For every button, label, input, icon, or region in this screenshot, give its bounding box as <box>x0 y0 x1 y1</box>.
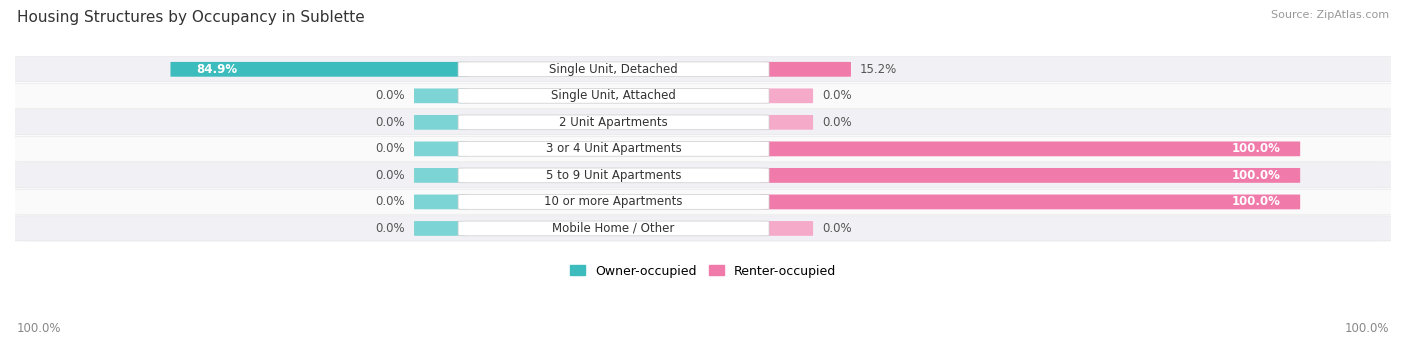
FancyBboxPatch shape <box>759 195 1301 209</box>
FancyBboxPatch shape <box>759 62 851 77</box>
FancyBboxPatch shape <box>8 163 1398 188</box>
FancyBboxPatch shape <box>170 62 468 77</box>
FancyBboxPatch shape <box>759 168 1301 183</box>
FancyBboxPatch shape <box>413 168 467 183</box>
FancyBboxPatch shape <box>8 216 1398 241</box>
Text: 100.0%: 100.0% <box>1232 195 1281 208</box>
FancyBboxPatch shape <box>458 221 769 236</box>
FancyBboxPatch shape <box>458 115 769 130</box>
Text: Housing Structures by Occupancy in Sublette: Housing Structures by Occupancy in Suble… <box>17 10 364 25</box>
Text: 3 or 4 Unit Apartments: 3 or 4 Unit Apartments <box>546 142 682 155</box>
Text: 100.0%: 100.0% <box>1232 169 1281 182</box>
Text: Mobile Home / Other: Mobile Home / Other <box>553 222 675 235</box>
Legend: Owner-occupied, Renter-occupied: Owner-occupied, Renter-occupied <box>565 260 841 282</box>
Text: 2 Unit Apartments: 2 Unit Apartments <box>560 116 668 129</box>
FancyBboxPatch shape <box>8 110 1398 135</box>
Text: 0.0%: 0.0% <box>823 116 852 129</box>
Text: 0.0%: 0.0% <box>823 89 852 102</box>
Text: 0.0%: 0.0% <box>375 116 405 129</box>
FancyBboxPatch shape <box>413 142 467 156</box>
Text: 10 or more Apartments: 10 or more Apartments <box>544 195 683 208</box>
FancyBboxPatch shape <box>8 83 1398 108</box>
Text: 0.0%: 0.0% <box>375 222 405 235</box>
FancyBboxPatch shape <box>759 142 1301 156</box>
FancyBboxPatch shape <box>8 57 1398 82</box>
Text: 100.0%: 100.0% <box>1232 142 1281 155</box>
FancyBboxPatch shape <box>458 62 769 77</box>
FancyBboxPatch shape <box>761 89 813 103</box>
Text: 84.9%: 84.9% <box>197 63 238 76</box>
FancyBboxPatch shape <box>458 168 769 183</box>
Text: 0.0%: 0.0% <box>375 89 405 102</box>
Text: 100.0%: 100.0% <box>17 322 62 335</box>
Text: 0.0%: 0.0% <box>375 142 405 155</box>
Text: Source: ZipAtlas.com: Source: ZipAtlas.com <box>1271 10 1389 20</box>
Text: 5 to 9 Unit Apartments: 5 to 9 Unit Apartments <box>546 169 682 182</box>
FancyBboxPatch shape <box>8 136 1398 161</box>
FancyBboxPatch shape <box>761 115 813 130</box>
Text: 0.0%: 0.0% <box>375 169 405 182</box>
FancyBboxPatch shape <box>413 115 467 130</box>
FancyBboxPatch shape <box>413 221 467 236</box>
Text: Single Unit, Detached: Single Unit, Detached <box>550 63 678 76</box>
FancyBboxPatch shape <box>458 195 769 209</box>
FancyBboxPatch shape <box>761 221 813 236</box>
Text: 100.0%: 100.0% <box>1344 322 1389 335</box>
Text: Single Unit, Attached: Single Unit, Attached <box>551 89 676 102</box>
FancyBboxPatch shape <box>413 195 467 209</box>
FancyBboxPatch shape <box>458 89 769 103</box>
FancyBboxPatch shape <box>413 89 467 103</box>
Text: 15.2%: 15.2% <box>859 63 897 76</box>
Text: 0.0%: 0.0% <box>823 222 852 235</box>
FancyBboxPatch shape <box>458 142 769 156</box>
Text: 0.0%: 0.0% <box>375 195 405 208</box>
FancyBboxPatch shape <box>8 189 1398 214</box>
